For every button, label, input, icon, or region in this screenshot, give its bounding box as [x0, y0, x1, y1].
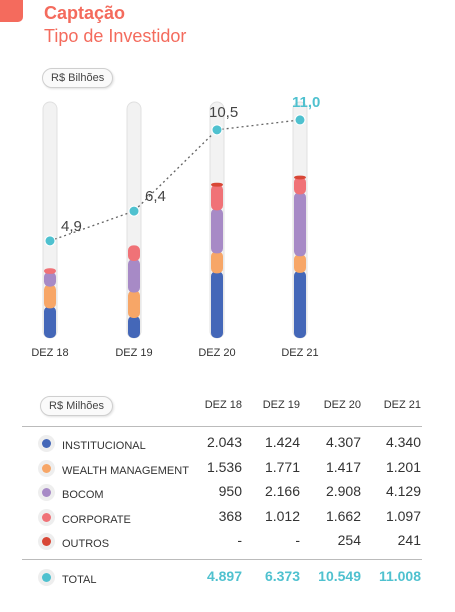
- table-row: BOCOM 950 2.166 2.908 4.129: [22, 479, 422, 503]
- table-column-header: DEZ 19: [262, 399, 300, 411]
- legend-dot-icon: [42, 488, 51, 497]
- legend-dot-icon: [42, 439, 51, 448]
- table-cell: 950: [218, 483, 242, 499]
- table-cell: 1.536: [206, 458, 242, 475]
- bar-segment-wealth: [128, 290, 140, 318]
- table-row-total: TOTAL 4.897 6.373 10.549 11.008: [22, 564, 422, 588]
- total-point: [211, 124, 223, 136]
- row-label: WEALTH MANAGEMENT: [62, 464, 189, 477]
- bar-segment-outros: [211, 182, 223, 187]
- table-total-cell: 10.549: [318, 568, 361, 584]
- total-data-label: 11,0: [292, 94, 320, 111]
- stacked-bar-chart: DEZ 18 DEZ 19 DEZ 20 DEZ 21 4,9 6,4 10,5 11,0: [31, 94, 320, 359]
- table-row: OUTROS - - 254 241: [22, 528, 422, 552]
- total-point: [128, 205, 140, 217]
- bar-segment-institucional: [211, 271, 223, 338]
- table-cell: 2.043: [206, 434, 242, 450]
- table-cell: 1.417: [325, 458, 361, 475]
- table-cell: 2.908: [325, 483, 361, 499]
- legend-dot-icon: [42, 537, 51, 546]
- bar-segment-institucional: [128, 315, 140, 338]
- x-tick-label: DEZ 21: [281, 347, 318, 359]
- bar-segment-corporate: [128, 245, 140, 262]
- bar-segment-corporate: [211, 184, 223, 211]
- legend-dot-icon: [42, 573, 51, 582]
- table-row: CORPORATE 368 1.012 1.662 1.097: [22, 504, 422, 528]
- legend-dot-icon: [42, 512, 51, 522]
- table-cell: 1.012: [264, 507, 300, 524]
- table-total-cell: 11.008: [378, 568, 421, 584]
- row-label: BOCOM: [62, 489, 104, 501]
- page-subtitle: Tipo de Investidor: [44, 26, 187, 46]
- table-total-divider: [22, 559, 422, 560]
- bar-segment-bocom: [44, 271, 56, 287]
- table-cell: 1.201: [385, 458, 421, 475]
- table-cell: 4.307: [325, 434, 361, 450]
- total-data-label: 6,4: [145, 188, 166, 205]
- table-cell: -: [237, 532, 242, 548]
- bar-segment-institucional: [44, 306, 56, 338]
- table-cell: 1.097: [385, 507, 421, 524]
- table-row: INSTITUCIONAL 2.043 1.424 4.307 4.340: [22, 430, 422, 454]
- header-square-icon: [0, 0, 23, 22]
- table-column-header: DEZ 18: [204, 399, 242, 411]
- total-data-label: 10,5: [209, 104, 238, 121]
- row-label: TOTAL: [62, 574, 97, 586]
- page-title: Captação: [44, 3, 126, 23]
- table-top-divider: [22, 426, 422, 427]
- total-point: [294, 114, 306, 126]
- row-label: INSTITUCIONAL: [62, 440, 146, 452]
- table-column-header: DEZ 20: [323, 399, 361, 411]
- table-cell: -: [295, 532, 300, 548]
- table-cell: 1.771: [264, 458, 300, 475]
- table-cell: 241: [397, 532, 421, 548]
- bar-segment-bocom: [128, 259, 140, 293]
- bar-segment-wealth: [211, 251, 223, 274]
- table-cell: 1.424: [264, 434, 300, 450]
- bar-segment-wealth: [294, 254, 306, 273]
- table-cell: 254: [337, 532, 361, 548]
- legend-dot-icon: [42, 463, 51, 473]
- x-tick-label: DEZ 20: [198, 347, 235, 359]
- table-column-header: DEZ 21: [383, 399, 421, 411]
- bar-segment-corporate: [294, 177, 306, 195]
- table-row: WEALTH MANAGEMENT 1.536 1.771 1.417 1.201: [22, 455, 422, 479]
- table-cell: 4.340: [385, 434, 421, 450]
- bar-segment-bocom: [211, 208, 223, 254]
- chart-unit-pill: R$ Bilhões: [42, 68, 114, 88]
- bar-segment-outros: [294, 175, 306, 180]
- table-cell: 1.662: [325, 507, 361, 524]
- total-point: [44, 235, 56, 247]
- total-line: [49, 119, 301, 242]
- table-cell: 2.166: [264, 483, 300, 499]
- bar-segment-wealth: [44, 284, 56, 309]
- bar-segment-corporate: [44, 268, 56, 274]
- x-tick-label: DEZ 19: [115, 347, 152, 359]
- row-label: OUTROS: [62, 538, 110, 550]
- row-label: CORPORATE: [62, 513, 131, 526]
- x-tick-label: DEZ 18: [31, 347, 68, 359]
- table-cell: 4.129: [385, 483, 421, 499]
- total-data-label: 4,9: [61, 218, 82, 235]
- table-total-cell: 6.373: [264, 568, 300, 584]
- table-cell: 368: [218, 507, 242, 524]
- bar-segment-institucional: [294, 270, 306, 338]
- bar-segment-bocom: [294, 192, 306, 257]
- table-unit-pill: R$ Milhões: [40, 396, 114, 416]
- table-total-cell: 4.897: [206, 568, 242, 584]
